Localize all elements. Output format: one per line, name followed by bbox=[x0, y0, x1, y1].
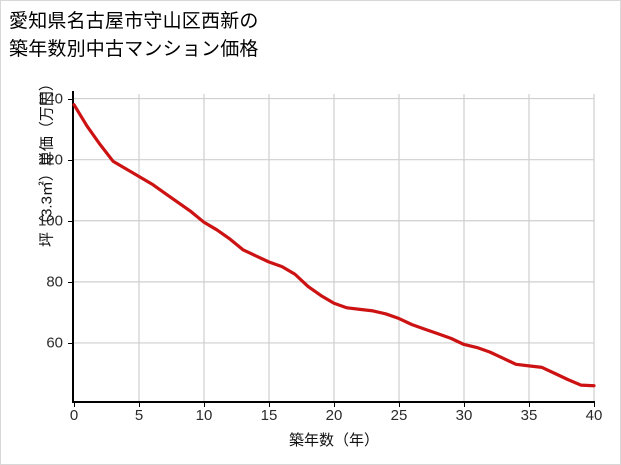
x-tick-mark bbox=[139, 402, 141, 407]
x-tick-mark bbox=[594, 402, 596, 407]
x-tick-label: 10 bbox=[195, 407, 213, 424]
y-tick-mark bbox=[68, 98, 73, 100]
x-tick-mark bbox=[204, 402, 206, 407]
x-tick-mark bbox=[464, 402, 466, 407]
x-tick-label: 5 bbox=[134, 407, 144, 424]
x-axis-spine bbox=[72, 400, 595, 403]
y-tick-label: 60 bbox=[46, 334, 63, 352]
y-tick-label: 80 bbox=[46, 273, 63, 291]
data-line bbox=[72, 103, 596, 388]
plot-area bbox=[72, 94, 596, 401]
x-tick-mark bbox=[529, 402, 531, 407]
chart-title: 愛知県名古屋市守山区西新の 築年数別中古マンション価格 bbox=[9, 11, 259, 60]
y-tick-label: 140 bbox=[37, 90, 63, 108]
y-tick-mark bbox=[68, 220, 73, 223]
x-tick-mark bbox=[74, 402, 76, 407]
x-tick-label: 25 bbox=[390, 407, 408, 424]
x-tick-label: 40 bbox=[585, 407, 603, 424]
x-tick-mark bbox=[399, 402, 401, 407]
y-axis-spine bbox=[72, 91, 75, 403]
x-tick-label: 0 bbox=[69, 407, 79, 424]
x-tick-mark bbox=[269, 402, 271, 407]
x-tick-label: 20 bbox=[325, 407, 343, 424]
y-tick-label: 100 bbox=[37, 212, 63, 230]
y-axis-label: 坪（3.3㎡）単価（万円） bbox=[38, 76, 56, 247]
x-tick-label: 30 bbox=[455, 407, 473, 424]
y-tick-mark bbox=[68, 342, 73, 345]
price-line-series bbox=[72, 103, 596, 388]
y-tick-mark bbox=[68, 281, 73, 284]
x-tick-label: 35 bbox=[520, 407, 538, 424]
y-tick-mark bbox=[68, 159, 73, 161]
x-tick-label: 15 bbox=[260, 407, 278, 424]
x-axis-label: 築年数（年） bbox=[288, 432, 379, 449]
y-tick-label: 120 bbox=[37, 151, 63, 169]
gridlines bbox=[74, 94, 595, 401]
x-tick-mark bbox=[334, 402, 336, 407]
